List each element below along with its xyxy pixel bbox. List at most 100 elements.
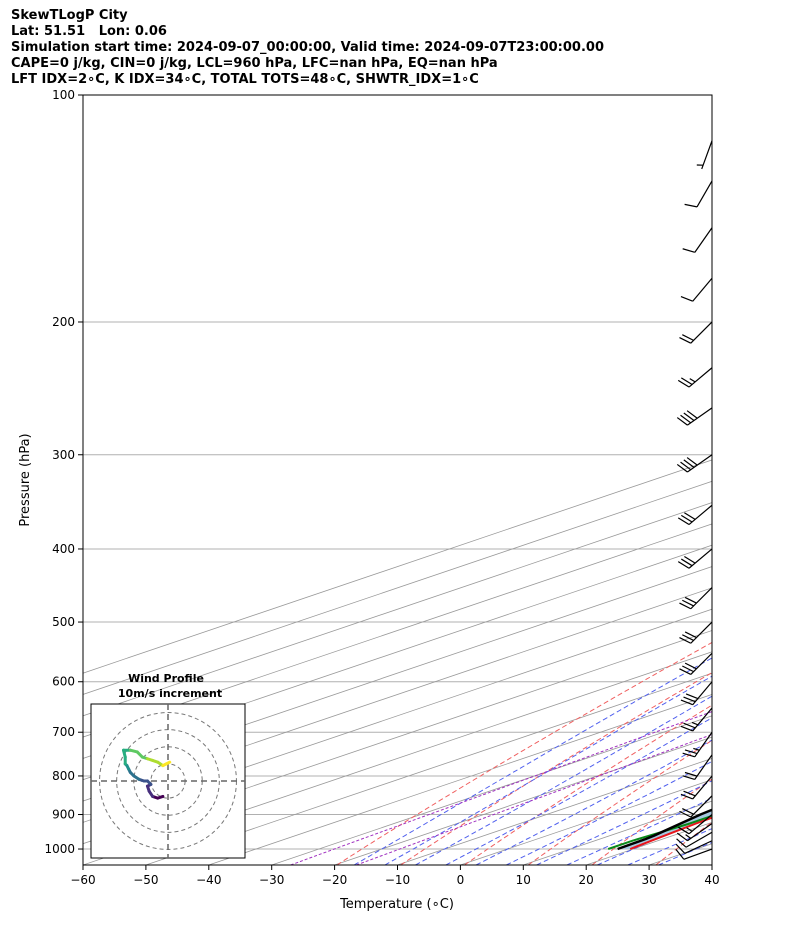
x-tick-label: 0 [457, 873, 465, 887]
x-tick-label: −50 [133, 873, 158, 887]
x-tick-label: 10 [516, 873, 531, 887]
wind-barb-shaft [692, 707, 713, 732]
wind-barb-flag [683, 412, 695, 421]
dry-adiabat-line [527, 739, 712, 865]
wind-barb-flag [684, 749, 698, 755]
wind-barb [680, 707, 713, 732]
wind-barb-flag [684, 555, 696, 564]
wind-barb [680, 681, 713, 706]
wind-barb [676, 831, 713, 848]
wind-barb-flag [676, 832, 688, 842]
wind-barb-flag [677, 379, 690, 388]
wind-barb-flag [682, 752, 695, 758]
title-times: Simulation start time: 2024-09-07_00:00:… [11, 40, 604, 55]
wind-barb [675, 840, 713, 854]
x-axis-label: Temperature (∘C) [339, 897, 454, 912]
wind-barb-flag [677, 826, 690, 835]
wind-barb-flag [684, 596, 697, 604]
wind-barb-flag [684, 631, 697, 639]
isotherm-line [271, 715, 712, 865]
wind-barb [679, 621, 713, 644]
background-lines [83, 95, 794, 865]
wind-barb-flag [677, 517, 690, 526]
y-tick-label: 400 [52, 542, 75, 556]
wind-barb [679, 795, 713, 818]
hodograph-inset: Wind Profile 10m/s increment [90, 672, 246, 859]
hodograph-trace-segment [164, 760, 172, 766]
dry-adiabat-line [783, 95, 794, 865]
axes: Temperature (∘C) Pressure (hPa) −60 −50 −4… [18, 88, 720, 912]
wind-barb-shaft [692, 681, 713, 706]
wind-barb-flag [686, 410, 698, 419]
wind-barb-shaft [690, 652, 713, 675]
wind-barb-flag [686, 457, 698, 466]
wind-barb-flag [680, 461, 692, 471]
wind-barb-halfflag [685, 834, 692, 839]
x-tick-label: −20 [322, 873, 347, 887]
isotherm-line [523, 800, 712, 865]
moist-adiabat-line [536, 780, 712, 865]
hodograph-title: Wind Profile [128, 672, 204, 685]
isotherm-line [83, 651, 712, 865]
wind-barb-flag [680, 514, 693, 523]
wind-barb-flag [680, 414, 692, 424]
wind-barb-flag [679, 602, 692, 610]
wind-barb-flag [682, 775, 695, 780]
wind-barb-flag [676, 838, 687, 848]
wind-barb-halfflag [693, 747, 700, 751]
isotherm-line [83, 459, 712, 674]
wind-barb-flag [682, 807, 694, 815]
x-tick-label: −60 [70, 873, 95, 887]
wind-barb-flag [684, 771, 698, 777]
wind-barb-flag [683, 790, 696, 797]
moist-adiabat-line [658, 841, 712, 865]
isotherm-line [711, 864, 712, 865]
wind-barb [679, 652, 713, 676]
chart-title-block: SkewTLogP City Lat: 51.51 Lon: 0.06 Simu… [11, 8, 604, 88]
dry-adiabat-line [464, 704, 712, 865]
wind-barb-flag [683, 722, 696, 729]
x-tick-label: −30 [259, 873, 284, 887]
wind-barb-flag [684, 662, 697, 670]
wind-barb-flag [684, 512, 696, 520]
x-tick-label: 20 [579, 873, 594, 887]
wind-barb [682, 227, 713, 253]
wind-barb-flag [680, 377, 693, 385]
moist-adiabat-line [384, 675, 712, 865]
moist-adiabat-line [445, 717, 712, 865]
wind-barb-shaft [690, 587, 713, 610]
isotherm-line [145, 672, 712, 865]
y-tick-label: 100 [52, 88, 75, 102]
wind-barb-shaft [701, 140, 713, 170]
mixing-ratio-line [356, 733, 712, 865]
wind-barb-shaft [688, 814, 713, 835]
isotherm-line [83, 587, 712, 802]
sounding-profiles [607, 808, 712, 851]
wind-barb [677, 814, 713, 835]
wind-barb-flag [679, 810, 692, 818]
wind-barb [675, 848, 713, 860]
wind-barb-shaft [694, 754, 713, 780]
wind-barb-flag [682, 334, 694, 341]
wind-barb-flag [679, 668, 692, 676]
moist-adiabat-line [353, 657, 712, 865]
wind-barb-shaft [694, 731, 713, 758]
hodograph-plot [91, 704, 245, 858]
wind-barb-flag [679, 637, 692, 644]
moist-adiabat-line [506, 760, 712, 865]
isotherm-line [460, 779, 712, 865]
wind-barb [679, 321, 713, 344]
wind-barb-flag [685, 693, 699, 700]
dry-adiabat-line [720, 95, 794, 865]
wind-barb-shaft [687, 407, 713, 426]
isotherm-line [83, 630, 712, 845]
wind-barbs [675, 95, 713, 865]
dry-adiabat-line [591, 778, 712, 865]
wind-barb-flag [676, 417, 688, 426]
wind-barb-halfflag [691, 721, 699, 726]
wind-barb-flag [682, 634, 694, 641]
wind-barb-flag [682, 248, 695, 253]
isotherm-line [334, 736, 712, 865]
x-tick-label: −40 [196, 873, 221, 887]
